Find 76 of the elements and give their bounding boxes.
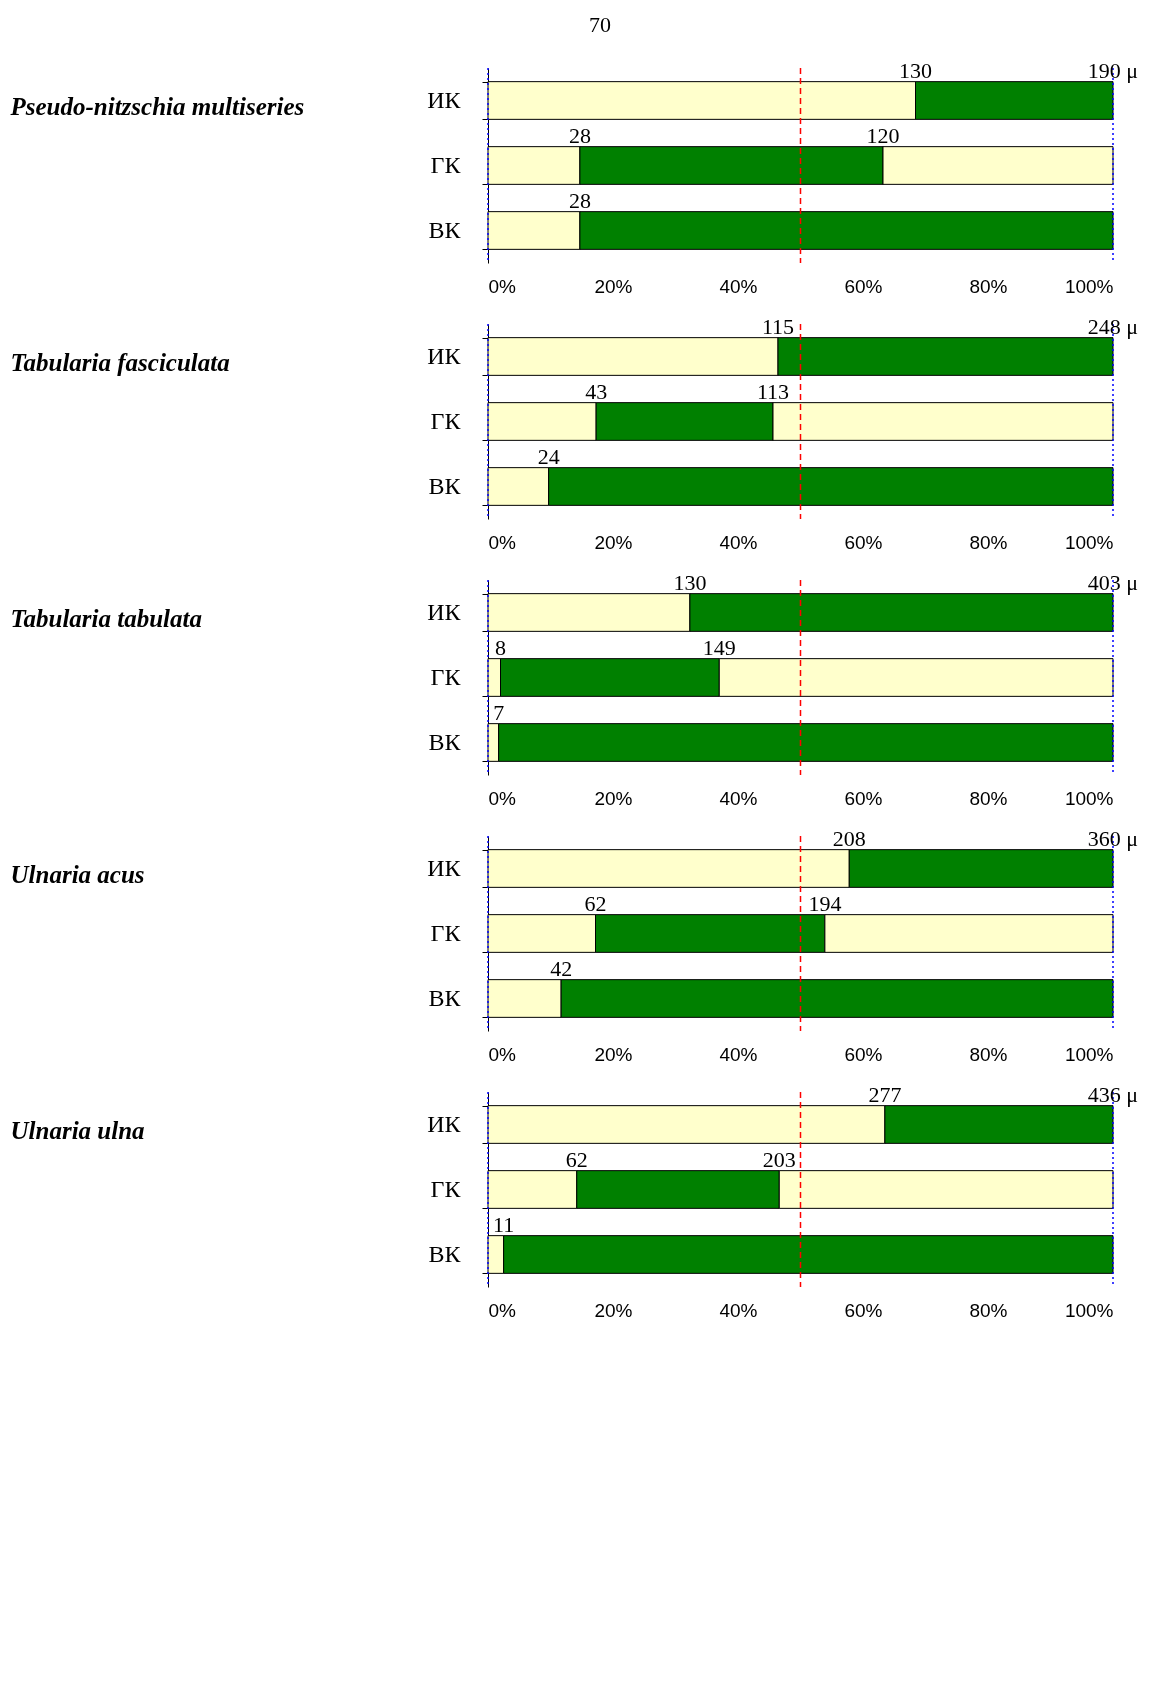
y-tick-label: ВК (428, 217, 462, 243)
y-tick-label: ВК (428, 985, 462, 1011)
x-tick-label: 100% (1064, 1299, 1114, 1321)
y-tick-label: ИК (427, 1111, 462, 1137)
annotation: 403 μ (1087, 569, 1139, 595)
annotation: 8 (495, 634, 506, 660)
x-tick-label: 40% (719, 531, 758, 553)
y-axis-title: Pseudo-nitzschia multiseries (9, 92, 305, 120)
y-tick-label: ВК (428, 729, 462, 755)
x-tick-label: 20% (594, 1299, 633, 1321)
y-tick-label: ГК (430, 1176, 462, 1202)
x-tick-label: 80% (969, 787, 1008, 809)
x-tick-label: 80% (969, 1299, 1008, 1321)
x-tick-label: 0% (488, 787, 517, 809)
annotation: 130 (899, 57, 932, 83)
annotation: 62 (584, 890, 607, 916)
x-tick-label: 100% (1064, 531, 1114, 553)
annotation: 248 μ (1087, 313, 1139, 339)
y-axis-title: Tabularia fasciculata (10, 348, 230, 376)
annotation: 277 (868, 1081, 902, 1107)
x-tick-label: 60% (844, 275, 883, 297)
y-tick-label: ГК (430, 408, 462, 434)
annotation: 28 (568, 122, 591, 148)
y-tick-label: ГК (430, 920, 462, 946)
y-axis-title: Ulnaria ulna (10, 1116, 145, 1144)
y-tick-label: ИК (427, 599, 462, 625)
x-tick-label: 80% (969, 275, 1008, 297)
annotation: 130 (673, 569, 707, 595)
y-tick-label: ВК (428, 1241, 462, 1267)
annotation: 194 (808, 890, 842, 916)
annotation: 42 (550, 955, 573, 981)
y-axis-title: Ulnaria acus (10, 860, 145, 888)
annotation: 190 μ (1087, 57, 1139, 83)
x-tick-label: 40% (719, 275, 758, 297)
x-tick-label: 0% (488, 1043, 517, 1065)
x-tick-label: 40% (719, 787, 758, 809)
y-axis-title: Tabularia tabulata (10, 604, 202, 632)
y-tick-label: ГК (430, 664, 462, 690)
text: 70 (588, 12, 612, 38)
annotation: 149 (702, 634, 736, 660)
x-tick-label: 60% (844, 1299, 883, 1321)
x-tick-label: 20% (594, 1043, 633, 1065)
y-tick-label: ИК (427, 343, 462, 369)
x-tick-label: 20% (594, 531, 633, 553)
x-tick-label: 100% (1064, 787, 1114, 809)
annotation: 7 (493, 699, 505, 725)
x-tick-label: 80% (969, 531, 1008, 553)
x-tick-label: 20% (594, 275, 633, 297)
x-tick-label: 60% (844, 531, 883, 553)
annotation: 360 μ (1087, 825, 1139, 851)
x-tick-label: 40% (719, 1299, 758, 1321)
x-tick-label: 60% (844, 1043, 883, 1065)
annotation: 436 μ (1087, 1081, 1139, 1107)
annotation: 208 (832, 825, 866, 851)
annotation: 43 (585, 378, 608, 404)
annotation: 11 (493, 1211, 515, 1237)
y-tick-label: ВК (428, 473, 462, 499)
y-tick-label: ГК (430, 152, 462, 178)
y-tick-label: ИК (427, 855, 462, 881)
annotation: 120 (866, 122, 900, 148)
x-tick-label: 40% (719, 1043, 758, 1065)
annotation: 62 (565, 1146, 588, 1172)
x-tick-label: 100% (1064, 1043, 1114, 1065)
x-tick-label: 0% (488, 531, 517, 553)
x-tick-label: 0% (488, 275, 517, 297)
annotation: 115 (761, 313, 795, 339)
annotation: 203 (762, 1146, 796, 1172)
x-tick-label: 20% (594, 787, 633, 809)
x-tick-label: 60% (844, 787, 883, 809)
y-tick-label: ИК (427, 87, 462, 113)
annotation: 28 (568, 187, 591, 213)
x-tick-label: 0% (488, 1299, 517, 1321)
x-tick-label: 80% (969, 1043, 1008, 1065)
x-tick-label: 100% (1064, 275, 1114, 297)
annotation: 24 (537, 443, 560, 469)
annotation: 113 (756, 378, 790, 404)
